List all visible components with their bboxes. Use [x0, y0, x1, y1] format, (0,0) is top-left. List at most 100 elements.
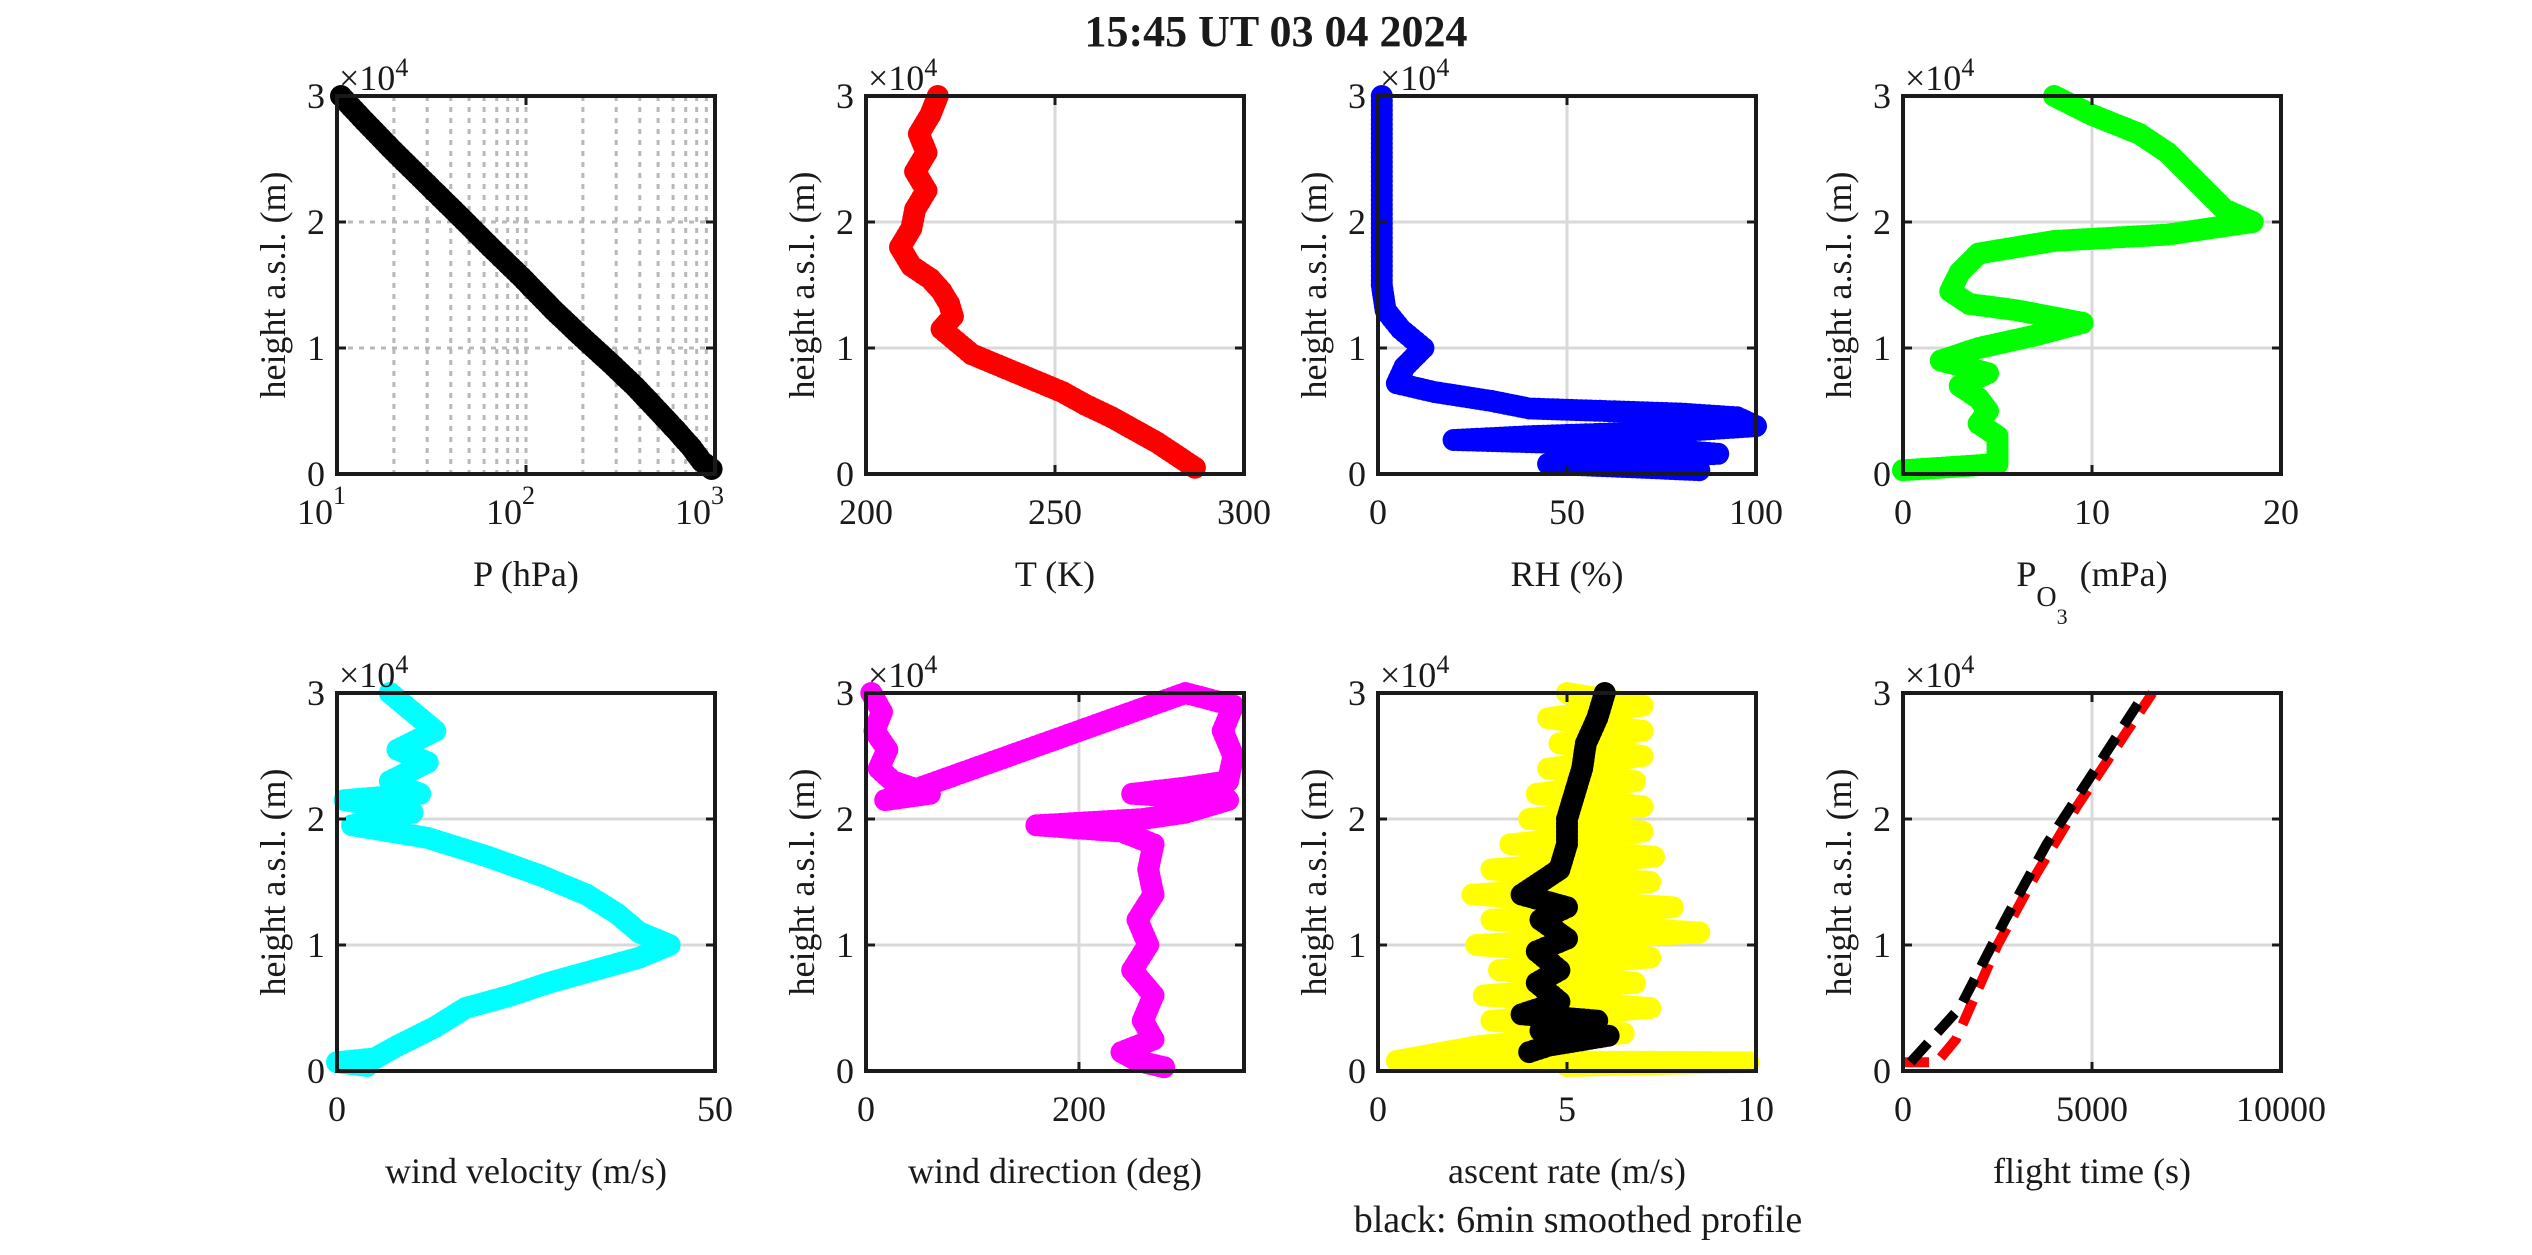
y-tick-label: 3	[307, 673, 325, 713]
data-layer	[889, 85, 1206, 479]
y-tick-label: 0	[1348, 1051, 1366, 1091]
y-axis-exponent: ×104	[868, 650, 937, 695]
x-tick-label: 200	[1052, 1089, 1106, 1129]
y-tick-label: 2	[1348, 799, 1366, 839]
x-tick-label-exponent: 1	[333, 481, 346, 510]
y-tick-label: 3	[1348, 76, 1366, 116]
y-tick-label: 2	[1873, 202, 1891, 242]
x-axis-label: PO3(mPa)	[2016, 554, 2167, 629]
data-layer	[860, 682, 1245, 1079]
y-tick-label: 1	[1873, 328, 1891, 368]
x-tick-label: 0	[1894, 1089, 1912, 1129]
x-axis-label: RH (%)	[1511, 554, 1624, 594]
figure-footnote: black: 6min smoothed profile	[1354, 1199, 1803, 1241]
x-tick-label-exponent: 3	[711, 481, 724, 510]
y-axis-label: height a.s.l. (m)	[253, 172, 293, 399]
x-tick-label: 0	[857, 1089, 875, 1129]
y-tick-label: 2	[1873, 799, 1891, 839]
y-tick-label: 0	[307, 1051, 325, 1091]
y-tick-label: 0	[1348, 454, 1366, 494]
data-layer	[1892, 85, 2264, 482]
y-tick-label: 1	[836, 925, 854, 965]
x-tick-label: 10000	[2236, 1089, 2326, 1129]
series-1	[1892, 85, 2264, 482]
x-tick-label: 50	[697, 1089, 733, 1129]
x-tick-label: 0	[328, 1089, 346, 1129]
subplot-5: 0 50 0 1 2 3 ×104 height a.s.l. (m) wind velocit…	[253, 650, 733, 1191]
y-axis-exponent: ×104	[1380, 53, 1449, 98]
data-point	[1688, 459, 1711, 482]
series-2	[1510, 682, 1620, 1064]
data-point	[700, 458, 723, 480]
x-tick-label: 5000	[2056, 1089, 2128, 1129]
x-tick-label: 50	[1549, 492, 1585, 532]
axes-frame	[335, 691, 717, 1073]
x-axis-label: wind velocity (m/s)	[385, 1151, 667, 1191]
x-axis-label: T (K)	[1015, 554, 1095, 594]
y-tick-label: 3	[1873, 76, 1891, 116]
y-tick-label: 0	[1873, 454, 1891, 494]
data-point	[356, 1055, 379, 1077]
x-tick-label: 0	[1894, 492, 1912, 532]
x-tick-label: 10	[297, 492, 333, 532]
x-axis-label: flight time (s)	[1993, 1151, 2191, 1191]
y-tick-label: 2	[836, 202, 854, 242]
data-layer	[1370, 85, 1767, 482]
y-tick-label: 0	[836, 1051, 854, 1091]
series-line-1	[1903, 690, 2157, 1068]
figure-title: 15:45 UT 03 04 2024	[1085, 7, 1468, 56]
x-tick-label: 200	[839, 492, 893, 532]
y-tick-label: 0	[836, 454, 854, 494]
y-axis-exponent: ×104	[339, 650, 408, 695]
x-tick-label: 0	[1369, 492, 1387, 532]
x-tick-label: 100	[1729, 492, 1783, 532]
x-tick-label: 250	[1028, 492, 1082, 532]
x-tick-label: 10	[2074, 492, 2110, 532]
y-tick-label: 1	[307, 328, 325, 368]
y-tick-label: 3	[836, 673, 854, 713]
subplot-8: 0 5000 10000 0 1 2 3 ×104 height a.s.l. (m) fligh…	[1819, 650, 2326, 1191]
data-layer	[330, 85, 723, 480]
axes-frame	[864, 691, 1246, 1073]
y-axis-label: height a.s.l. (m)	[1819, 769, 1859, 996]
data-layer	[1903, 690, 2157, 1068]
subplot-4: 0 10 20 0 1 2 3 ×104 height a.s.l. (m) PO3(mPa)	[1819, 53, 2299, 629]
y-tick-label: 2	[307, 202, 325, 242]
y-tick-label: 1	[1348, 328, 1366, 368]
x-axis-label: P (hPa)	[473, 554, 579, 594]
x-axis-label: wind direction (deg)	[908, 1151, 1202, 1191]
series-1	[860, 682, 1245, 1079]
y-axis-label: height a.s.l. (m)	[782, 769, 822, 996]
y-tick-label: 3	[1873, 673, 1891, 713]
subplot-7: 0 5 10 0 1 2 3 ×104 height a.s.l. (m) ascent rate…	[1294, 650, 1774, 1191]
series-line-2	[1906, 690, 2150, 1066]
series-1	[330, 85, 723, 480]
y-axis-label: height a.s.l. (m)	[1294, 769, 1334, 996]
x-axis-label: ascent rate (m/s)	[1448, 1151, 1686, 1191]
data-layer	[1385, 682, 1760, 1077]
y-axis-exponent: ×104	[1905, 650, 1974, 695]
x-tick-label: 0	[1369, 1089, 1387, 1129]
y-axis-label: height a.s.l. (m)	[253, 769, 293, 996]
x-tick-label: 300	[1217, 492, 1271, 532]
y-tick-label: 1	[307, 925, 325, 965]
y-tick-label: 2	[307, 799, 325, 839]
data-point	[1518, 1041, 1541, 1064]
subplot-6: 0 200 0 1 2 3 ×104 height a.s.l. (m) wind direct…	[782, 650, 1246, 1191]
series-1	[889, 85, 1206, 479]
x-tick-label: 5	[1558, 1089, 1576, 1129]
y-tick-label: 3	[1348, 673, 1366, 713]
y-axis-exponent: ×104	[339, 53, 408, 98]
y-axis-label: height a.s.l. (m)	[782, 172, 822, 399]
y-tick-label: 0	[307, 454, 325, 494]
subplot-2: 200 250 300 0 1 2 3 ×104 height a.s.l. (m) T (K)	[782, 53, 1271, 594]
y-tick-label: 3	[836, 76, 854, 116]
y-tick-label: 0	[1873, 1051, 1891, 1091]
series-1	[1370, 85, 1767, 482]
y-axis-exponent: ×104	[1905, 53, 1974, 98]
y-axis-exponent: ×104	[1380, 650, 1449, 695]
y-tick-label: 3	[307, 76, 325, 116]
